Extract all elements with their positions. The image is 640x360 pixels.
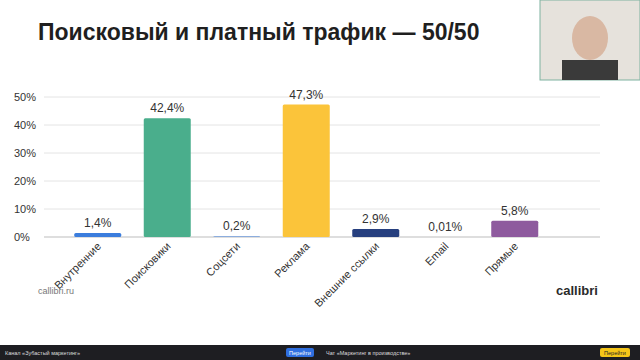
data-label: 42,4% (150, 101, 184, 115)
x-tick-label: Прямые (482, 240, 520, 278)
data-label: 1,4% (84, 216, 112, 230)
bar (422, 236, 469, 237)
bottom-bar (0, 345, 640, 360)
bar (491, 221, 538, 237)
bar (283, 105, 330, 237)
y-tick-label: 10% (14, 203, 36, 215)
bar (74, 233, 121, 237)
data-label: 5,8% (501, 204, 529, 218)
y-tick-label: 40% (14, 119, 36, 131)
channel-text: Канал «Зубастый маркетинг» (5, 350, 80, 356)
x-tick-label: Поисковики (122, 240, 173, 291)
bar (144, 118, 191, 237)
webcam-face (572, 16, 608, 60)
webcam-shirt (562, 60, 618, 80)
x-tick-label: Соцсети (203, 240, 242, 279)
chat-text: Чат «Маркетинг в производстве» (326, 350, 410, 356)
slide-background (0, 0, 640, 345)
x-tick-label: Реклама (272, 239, 312, 279)
x-tick-label: Email (423, 240, 451, 268)
y-tick-label: 0% (14, 231, 30, 243)
y-tick-label: 30% (14, 147, 36, 159)
title: Поисковый и платный трафик — 50/50 (38, 19, 479, 45)
channel-button[interactable] (286, 348, 314, 357)
channel-button-text[interactable]: Перейти (289, 350, 311, 356)
page: Поисковый и платный трафик — 50/50 0% 10% 2… (0, 0, 640, 360)
site: callibri.ru (38, 286, 74, 296)
x-tick-label: Внутренние (52, 240, 103, 291)
data-label: 47,3% (289, 88, 323, 102)
bar (213, 236, 260, 237)
x-tick-label: Внешние ссылки (312, 240, 381, 309)
chat-button[interactable] (600, 348, 630, 357)
data-label: 2,9% (362, 212, 390, 226)
bars (74, 105, 538, 237)
bar (352, 229, 399, 237)
y-tick-label: 20% (14, 175, 36, 187)
y-tick-label: 50% (14, 91, 36, 103)
data-label: 0,01% (428, 220, 462, 234)
webcam (540, 0, 640, 80)
logo: callibri (556, 283, 598, 298)
data-label: 0,2% (223, 219, 251, 233)
chat-button-text[interactable]: Перейти (604, 350, 626, 356)
